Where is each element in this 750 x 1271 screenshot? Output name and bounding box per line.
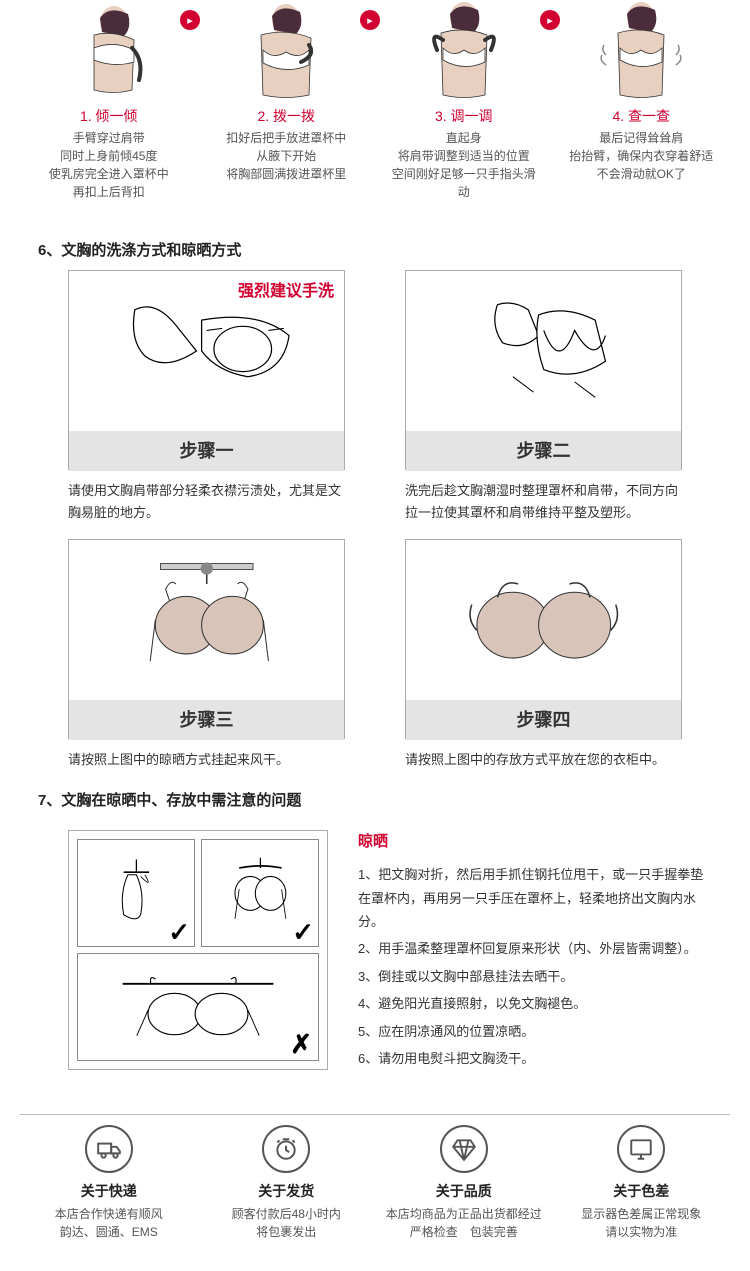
step-3-text: 直起身将肩带调整到适当的位置空间刚好足够一只手指头滑动	[389, 129, 539, 201]
wearing-step-1: 1. 倾一倾 手臂穿过肩带同时上身前倾45度使乳房完全进入罩杯中再扣上后背扣	[34, 0, 184, 201]
wash-step-4-label: 步骤四	[406, 700, 681, 740]
footer-text: 本店合作快递有顺风韵达、圆通、EMS	[29, 1205, 189, 1241]
monitor-icon	[617, 1125, 665, 1173]
drying-title: 晾晒	[358, 830, 712, 851]
wash-step-4-caption: 请按照上图中的存放方式平放在您的衣柜中。	[405, 749, 682, 771]
drying-section: ✓ ✓ ✗ 晾晒 1、把文胸对折，然后用手抓住钢托位甩干，或一只手握拳垫在罩杯内…	[0, 820, 750, 1104]
dry-item: 4、避免阳光直接照射，以免文胸褪色。	[358, 992, 712, 1015]
wash-step-4: 步骤四 请按照上图中的存放方式平放在您的衣柜中。	[405, 539, 682, 771]
wash-step-2: 步骤二 洗完后趁文胸潮湿时整理罩杯和肩带，不同方向拉一拉使其罩杯和肩带维持平整及…	[405, 270, 682, 524]
arrow-icon	[360, 10, 380, 30]
cross-icon: ✗	[290, 1029, 312, 1060]
footer-item-shipping: 关于发货 顾客付款后48小时内将包裹发出	[206, 1125, 366, 1241]
footer-title: 关于快递	[29, 1181, 189, 1201]
wash-step-1: 强烈建议手洗 步骤一 请使用文胸肩带部分轻柔衣襟污渍处，尤其是文胸易脏的地方。	[68, 270, 345, 524]
footer-text: 本店均商品为正品出货都经过严格检查 包装完善	[384, 1205, 544, 1241]
footer-info-row: 关于快递 本店合作快递有顺风韵达、圆通、EMS 关于发货 顾客付款后48小时内将…	[0, 1115, 750, 1271]
wash-step-3-caption: 请按照上图中的晾晒方式挂起来风干。	[68, 749, 345, 771]
diamond-icon	[440, 1125, 488, 1173]
arrow-icon	[540, 10, 560, 30]
step-4-title: 4. 查一查	[566, 106, 716, 126]
dry-cell-3: ✗	[77, 953, 319, 1061]
arrow-icon	[180, 10, 200, 30]
wearing-figure-1	[44, 0, 174, 100]
footer-title: 关于品质	[384, 1181, 544, 1201]
wearing-step-3: 3. 调一调 直起身将肩带调整到适当的位置空间刚好足够一只手指头滑动	[389, 0, 539, 201]
footer-text: 显示器色差属正常现象请以实物为准	[561, 1205, 721, 1241]
footer-item-color: 关于色差 显示器色差属正常现象请以实物为准	[561, 1125, 721, 1241]
wearing-figure-2	[221, 0, 351, 100]
dry-item: 6、请勿用电熨斗把文胸烫干。	[358, 1047, 712, 1070]
wearing-step-2: 2. 拨一拨 扣好后把手放进罩杯中从腋下开始将胸部圆满拨进罩杯里	[211, 0, 361, 201]
dry-cell-2: ✓	[201, 839, 319, 947]
step-4-text: 最后记得耸耸肩抬抬臂，确保内衣穿着舒适不会滑动就OK了	[566, 129, 716, 183]
wash-step-3-label: 步骤三	[69, 700, 344, 740]
wash-steps-grid: 强烈建议手洗 步骤一 请使用文胸肩带部分轻柔衣襟污渍处，尤其是文胸易脏的地方。 …	[0, 270, 750, 771]
drying-instructions: 晾晒 1、把文胸对折，然后用手抓住钢托位甩干，或一只手握拳垫在罩杯内，再用另一只…	[358, 830, 712, 1074]
step-3-title: 3. 调一调	[389, 106, 539, 126]
wash-step-3: 步骤三 请按照上图中的晾晒方式挂起来风干。	[68, 539, 345, 771]
wearing-step-4: 4. 查一查 最后记得耸耸肩抬抬臂，确保内衣穿着舒适不会滑动就OK了	[566, 0, 716, 201]
step-2-text: 扣好后把手放进罩杯中从腋下开始将胸部圆满拨进罩杯里	[211, 129, 361, 183]
dry-item: 5、应在阴凉通风的位置凉晒。	[358, 1020, 712, 1043]
section7-heading: 7、文胸在晾晒中、存放中需注意的问题	[0, 771, 750, 820]
footer-title: 关于发货	[206, 1181, 366, 1201]
wash-step-1-label: 步骤一	[69, 431, 344, 471]
dry-cell-1: ✓	[77, 839, 195, 947]
dry-item: 2、用手温柔整理罩杯回复原来形状（内、外层皆需调整）。	[358, 937, 712, 960]
footer-item-quality: 关于品质 本店均商品为正品出货都经过严格检查 包装完善	[384, 1125, 544, 1241]
wash-figure-3	[69, 540, 344, 700]
wearing-steps-row: 1. 倾一倾 手臂穿过肩带同时上身前倾45度使乳房完全进入罩杯中再扣上后背扣 2…	[0, 0, 750, 221]
step-2-title: 2. 拨一拨	[211, 106, 361, 126]
section6-heading: 6、文胸的洗涤方式和晾晒方式	[0, 221, 750, 270]
wash-step-1-caption: 请使用文胸肩带部分轻柔衣襟污渍处，尤其是文胸易脏的地方。	[68, 480, 345, 524]
check-icon: ✓	[292, 917, 314, 948]
footer-title: 关于色差	[561, 1181, 721, 1201]
wash-step-2-label: 步骤二	[406, 431, 681, 471]
wearing-figure-3	[399, 0, 529, 100]
clock-icon	[262, 1125, 310, 1173]
drying-list: 1、把文胸对折，然后用手抓住钢托位甩干，或一只手握拳垫在罩杯内，再用另一只手压在…	[358, 863, 712, 1070]
drying-illustration-grid: ✓ ✓ ✗	[68, 830, 328, 1070]
footer-item-delivery: 关于快递 本店合作快递有顺风韵达、圆通、EMS	[29, 1125, 189, 1241]
wash-note: 强烈建议手洗	[238, 277, 334, 301]
check-icon: ✓	[168, 917, 190, 948]
wash-step-2-caption: 洗完后趁文胸潮湿时整理罩杯和肩带，不同方向拉一拉使其罩杯和肩带维持平整及塑形。	[405, 480, 682, 524]
wash-figure-4	[406, 540, 681, 700]
footer-text: 顾客付款后48小时内将包裹发出	[206, 1205, 366, 1241]
step-1-title: 1. 倾一倾	[34, 106, 184, 126]
wearing-figure-4	[576, 0, 706, 100]
truck-icon	[85, 1125, 133, 1173]
wash-figure-2	[406, 271, 681, 431]
dry-item: 3、倒挂或以文胸中部悬挂法去晒干。	[358, 965, 712, 988]
dry-item: 1、把文胸对折，然后用手抓住钢托位甩干，或一只手握拳垫在罩杯内，再用另一只手压在…	[358, 863, 712, 933]
step-1-text: 手臂穿过肩带同时上身前倾45度使乳房完全进入罩杯中再扣上后背扣	[34, 129, 184, 201]
